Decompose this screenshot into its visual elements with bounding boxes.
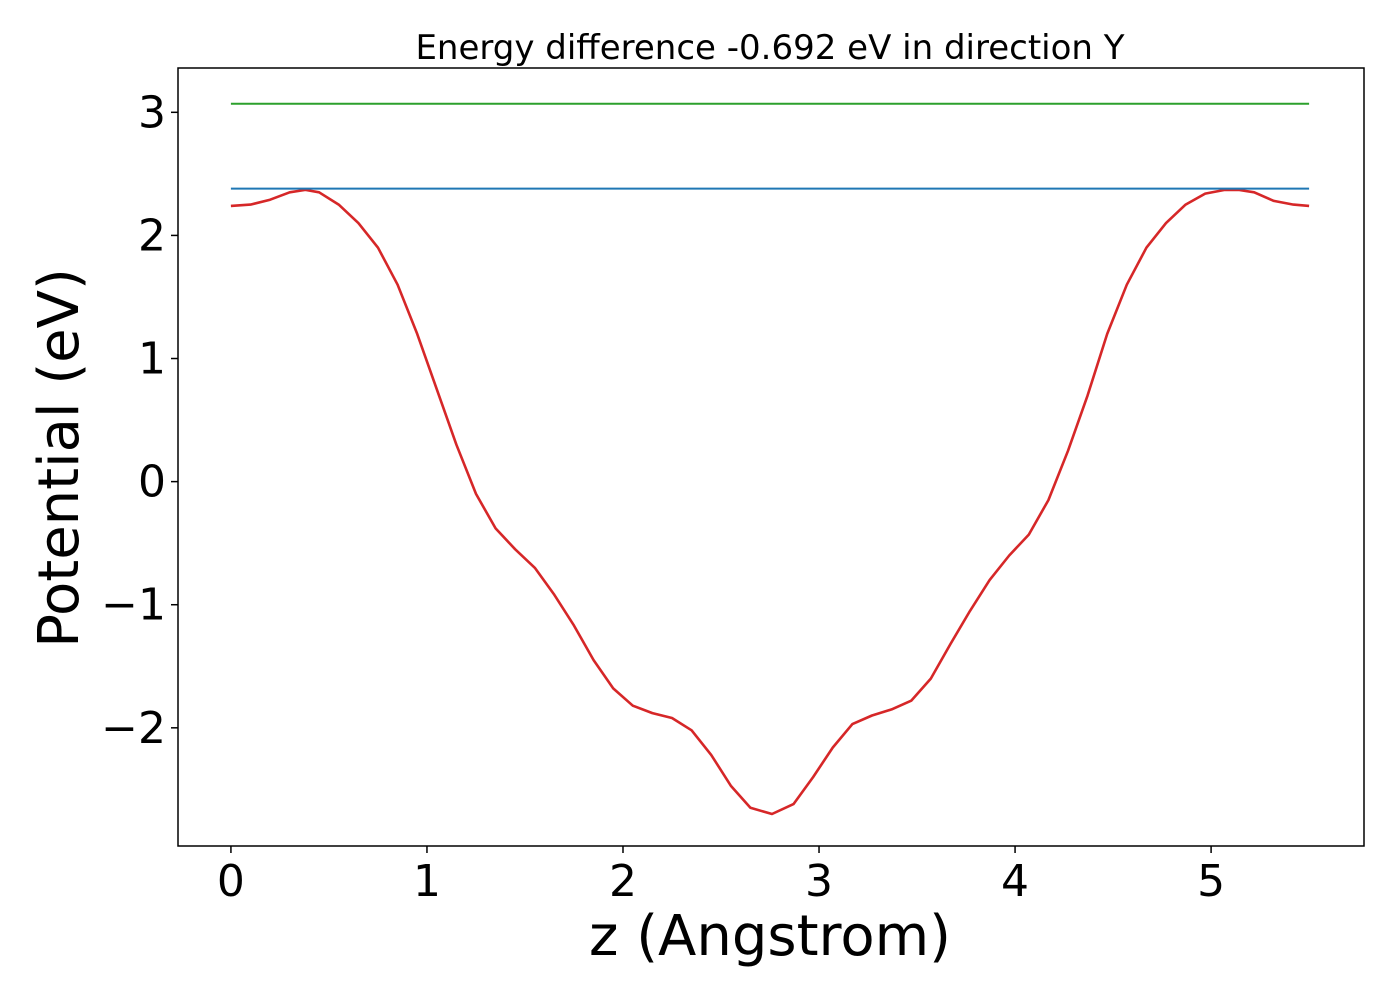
chart-title: Energy difference -0.692 eV in direction…	[415, 28, 1124, 68]
x-tick-label: 3	[805, 856, 833, 907]
y-tick-label: 2	[138, 210, 166, 261]
y-tick-label: 3	[138, 87, 166, 138]
x-axis-label: z (Angstrom)	[589, 904, 951, 969]
y-tick-label: −2	[101, 703, 166, 754]
x-axis-ticks: 0 1 2 3 4 5	[217, 846, 1225, 907]
x-tick-label: 5	[1197, 856, 1225, 907]
x-tick-label: 1	[413, 856, 441, 907]
x-tick-label: 0	[217, 856, 245, 907]
series-layer	[230, 102, 1310, 816]
x-tick-label: 4	[1001, 856, 1029, 907]
y-axis-ticks: −2 −1 0 1 2 3	[101, 87, 178, 754]
y-axis-label: Potential (eV)	[27, 268, 92, 648]
plot-frame	[177, 67, 1365, 847]
plot-background	[178, 68, 1364, 846]
y-tick-label: 0	[138, 457, 166, 508]
y-tick-label: 1	[138, 334, 166, 385]
x-tick-label: 2	[609, 856, 637, 907]
y-tick-label: −1	[101, 580, 166, 631]
series-line-1	[230, 188, 1310, 816]
